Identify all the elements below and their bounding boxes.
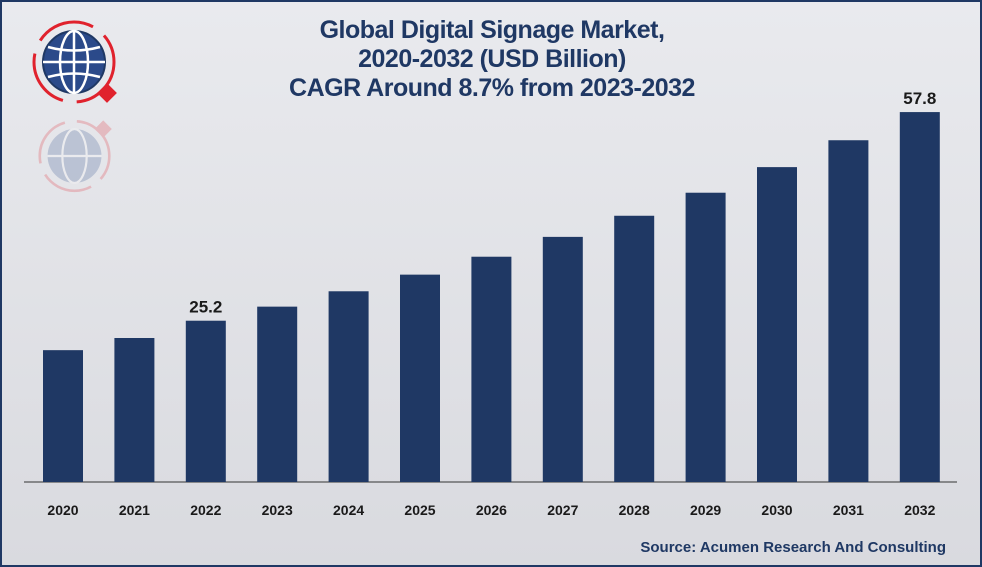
- x-tick-label-2025: 2025: [404, 502, 435, 518]
- x-tick-label-2023: 2023: [262, 502, 293, 518]
- x-tick-label-2020: 2020: [47, 502, 78, 518]
- x-tick-label-2031: 2031: [833, 502, 864, 518]
- bar-2022: [185, 320, 226, 482]
- chart-title-line-1: Global Digital Signage Market,: [319, 16, 665, 44]
- x-tick-label-2027: 2027: [547, 502, 578, 518]
- bar-2024: [328, 291, 369, 482]
- source-note: Source: Acumen Research And Consulting: [640, 539, 946, 556]
- data-label-2022: 25.2: [189, 298, 222, 317]
- x-tick-label-2026: 2026: [476, 502, 507, 518]
- bar-2020: [43, 350, 83, 482]
- bar-2021: [114, 338, 155, 482]
- x-tick-label-2029: 2029: [690, 502, 721, 518]
- bar-2031: [828, 140, 869, 483]
- bar-2028: [614, 215, 655, 482]
- x-tick-label-2032: 2032: [904, 502, 935, 518]
- x-tick-label-2022: 2022: [190, 502, 221, 518]
- bar-2030: [757, 167, 797, 482]
- chart-title: Global Digital Signage Market, 2020-2032…: [162, 16, 822, 103]
- x-tick-label-2030: 2030: [761, 502, 792, 518]
- bar-2027: [542, 236, 583, 482]
- x-tick-label-2024: 2024: [333, 502, 364, 518]
- chart-title-line-3: CAGR Around 8.7% from 2023-2032: [289, 74, 695, 102]
- x-tick-label-2021: 2021: [119, 502, 150, 518]
- bar-2032: [899, 112, 940, 482]
- data-label-2032: 57.8: [903, 89, 936, 108]
- bar-2029: [685, 192, 726, 482]
- globe-reflection-icon: [38, 119, 112, 193]
- x-tick-label-2028: 2028: [619, 502, 650, 518]
- bar-2023: [257, 306, 298, 482]
- globe-icon: [32, 20, 117, 104]
- chart-title-line-2: 2020-2032 (USD Billion): [358, 45, 626, 73]
- bar-2025: [400, 274, 440, 482]
- bar-2026: [471, 256, 512, 482]
